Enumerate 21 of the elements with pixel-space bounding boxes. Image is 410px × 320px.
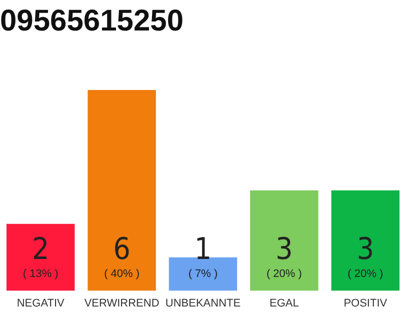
annotation: ( 40% ) (104, 268, 140, 280)
annotation: ( 7% ) (188, 268, 218, 280)
bar (168, 257, 238, 291)
data-label: 1 (194, 232, 212, 267)
x-tick-label: VERWIRREND (84, 297, 160, 310)
annotation: ( 20% ) (266, 268, 302, 280)
bar (250, 190, 318, 291)
data-label: 2 (32, 232, 50, 267)
annotation: ( 20% ) (348, 268, 384, 280)
x-tick-label: UNBEKANNTE (165, 297, 241, 310)
data-label: 3 (356, 232, 374, 267)
bar (88, 90, 156, 291)
annotation: ( 13% ) (22, 268, 58, 280)
x-tick-label: POSITIV (344, 297, 388, 310)
x-tick-label: EGAL (270, 297, 299, 310)
chart-title: 09565615250 (0, 4, 184, 38)
bar (6, 224, 75, 291)
data-label: 3 (276, 232, 293, 267)
x-tick-label: NEGATIV (16, 297, 65, 310)
bar (331, 190, 400, 291)
data-label: 6 (113, 232, 130, 267)
